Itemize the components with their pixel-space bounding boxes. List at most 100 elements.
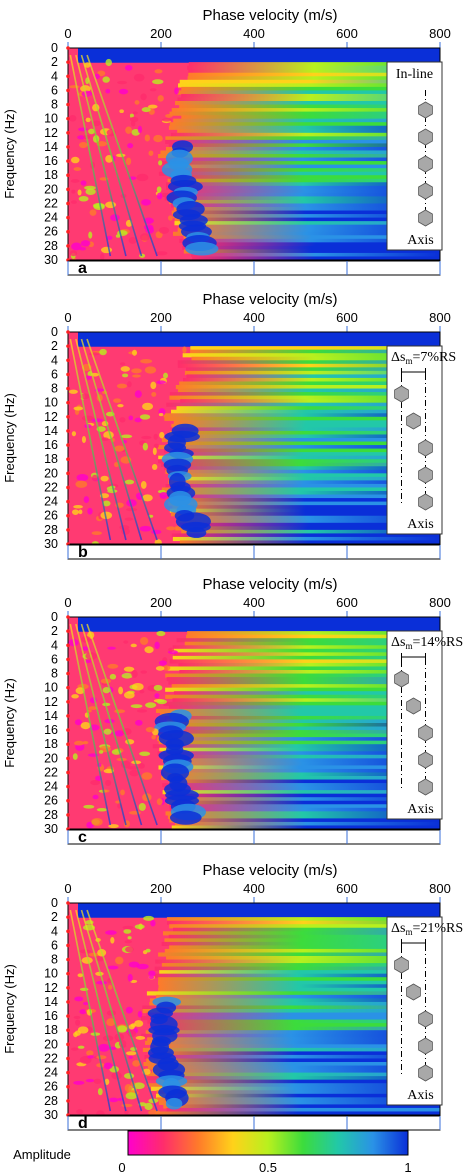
y-tick-label: 22 (44, 196, 58, 210)
spectrum-row (184, 370, 440, 375)
noise-blob (120, 434, 133, 439)
noise-blob (147, 104, 158, 109)
spectrum-row (192, 256, 440, 261)
noise-blob (168, 215, 173, 221)
spectrum-row (157, 1079, 440, 1084)
y-axis-title: Frequency (Hz) (2, 109, 17, 199)
y-tick-dot (66, 813, 70, 817)
noise-blob (134, 1020, 144, 1027)
noise-blob (127, 936, 132, 940)
noise-blob (128, 415, 134, 421)
spectrum-row (158, 740, 441, 745)
noise-blob (156, 798, 163, 806)
x-tick-label: 0 (64, 595, 71, 610)
spectrum-row (174, 652, 440, 657)
y-tick-label: 26 (44, 509, 58, 523)
noise-blob (123, 640, 129, 644)
spectrum-row (164, 196, 440, 201)
spectrum-row (168, 143, 440, 148)
spectrum-row (172, 505, 440, 510)
noise-blob (148, 150, 154, 156)
spectrum-row (146, 1058, 440, 1063)
inset-box (386, 61, 443, 251)
y-tick-label: 28 (44, 808, 58, 822)
energy-blob (169, 810, 202, 825)
noise-blob (70, 200, 77, 204)
inset-schematic: Δsm=21%RS Axis (386, 916, 463, 1106)
noise-blob (107, 646, 116, 650)
energy-blob (165, 1097, 183, 1110)
y-tick-dot (66, 1014, 70, 1018)
x-tick-label: 200 (150, 881, 172, 896)
spectrum-row (170, 427, 440, 432)
geophone-marker (418, 128, 433, 146)
y-tick-label: 18 (44, 168, 58, 182)
geophone-marker (418, 1064, 433, 1082)
y-tick-label: 24 (44, 211, 58, 225)
noise-blob (114, 709, 126, 714)
noise-blob (135, 719, 143, 726)
y-tick-dot (66, 1042, 70, 1047)
y-tick-dot (66, 88, 70, 93)
spectrum-row (161, 491, 440, 496)
spectrum-row (165, 673, 440, 678)
y-tick-label: 18 (44, 452, 58, 466)
spectrum-row (169, 659, 440, 664)
dispersion-energy (68, 54, 219, 262)
noise-blob (108, 984, 113, 990)
spectrum-row (166, 185, 440, 190)
noise-blob (119, 109, 124, 114)
spectrum-row (164, 168, 440, 173)
noise-blob (120, 789, 125, 796)
y-tick-dot (66, 60, 70, 64)
x-tick-label: 0 (64, 881, 71, 896)
noise-blob (153, 134, 163, 143)
spectrum-row (156, 994, 441, 999)
noise-blob (96, 807, 108, 812)
inset-box (386, 630, 443, 820)
noise-blob (73, 1015, 81, 1020)
y-tick-label: 30 (44, 537, 58, 551)
noise-blob (69, 250, 78, 257)
y-tick-dot (66, 400, 70, 405)
noise-blob (137, 125, 143, 134)
spectrum-row (78, 58, 440, 63)
y-tick-dot (66, 131, 70, 135)
spectrum-row (176, 406, 440, 411)
inset-title: In-line (396, 67, 433, 82)
noise-blob (149, 88, 157, 92)
noise-blob (130, 643, 137, 648)
geophone-marker (418, 1037, 433, 1055)
y-tick-label: 6 (51, 83, 58, 97)
y-tick-dot (66, 102, 70, 107)
y-tick-dot (66, 700, 70, 704)
noise-blob (156, 192, 163, 200)
spectrum-row (169, 804, 441, 809)
spectrum-row (169, 807, 440, 812)
spectrum-row (168, 441, 440, 446)
y-tick-label: 26 (44, 794, 58, 808)
spectrum-row (181, 93, 441, 99)
noise-blob (73, 167, 82, 171)
panel-a: Phase velocity (m/s)0 200 400 600 800Frequen… (2, 7, 451, 277)
noise-blob (128, 961, 140, 968)
noise-blob (165, 113, 173, 118)
spectrum-row (161, 438, 440, 443)
spectrum-row (157, 737, 440, 742)
sweep-line (86, 623, 158, 826)
sweep-line (86, 338, 158, 541)
noise-blob (138, 763, 145, 769)
spectrum-row (164, 416, 440, 421)
spectrum-row (159, 970, 440, 975)
noise-blob (150, 919, 156, 927)
spectrum-row (167, 452, 440, 457)
noise-blob (151, 392, 157, 397)
noise-blob (138, 803, 146, 811)
y-tick-label: 6 (51, 652, 58, 666)
noise-blob (141, 435, 152, 440)
y-tick-label: 16 (44, 438, 58, 452)
y-tick-label: 0 (51, 610, 58, 624)
geophone-marker (418, 778, 433, 796)
y-tick-label: 24 (44, 1066, 58, 1080)
panel-label: a (78, 260, 87, 277)
